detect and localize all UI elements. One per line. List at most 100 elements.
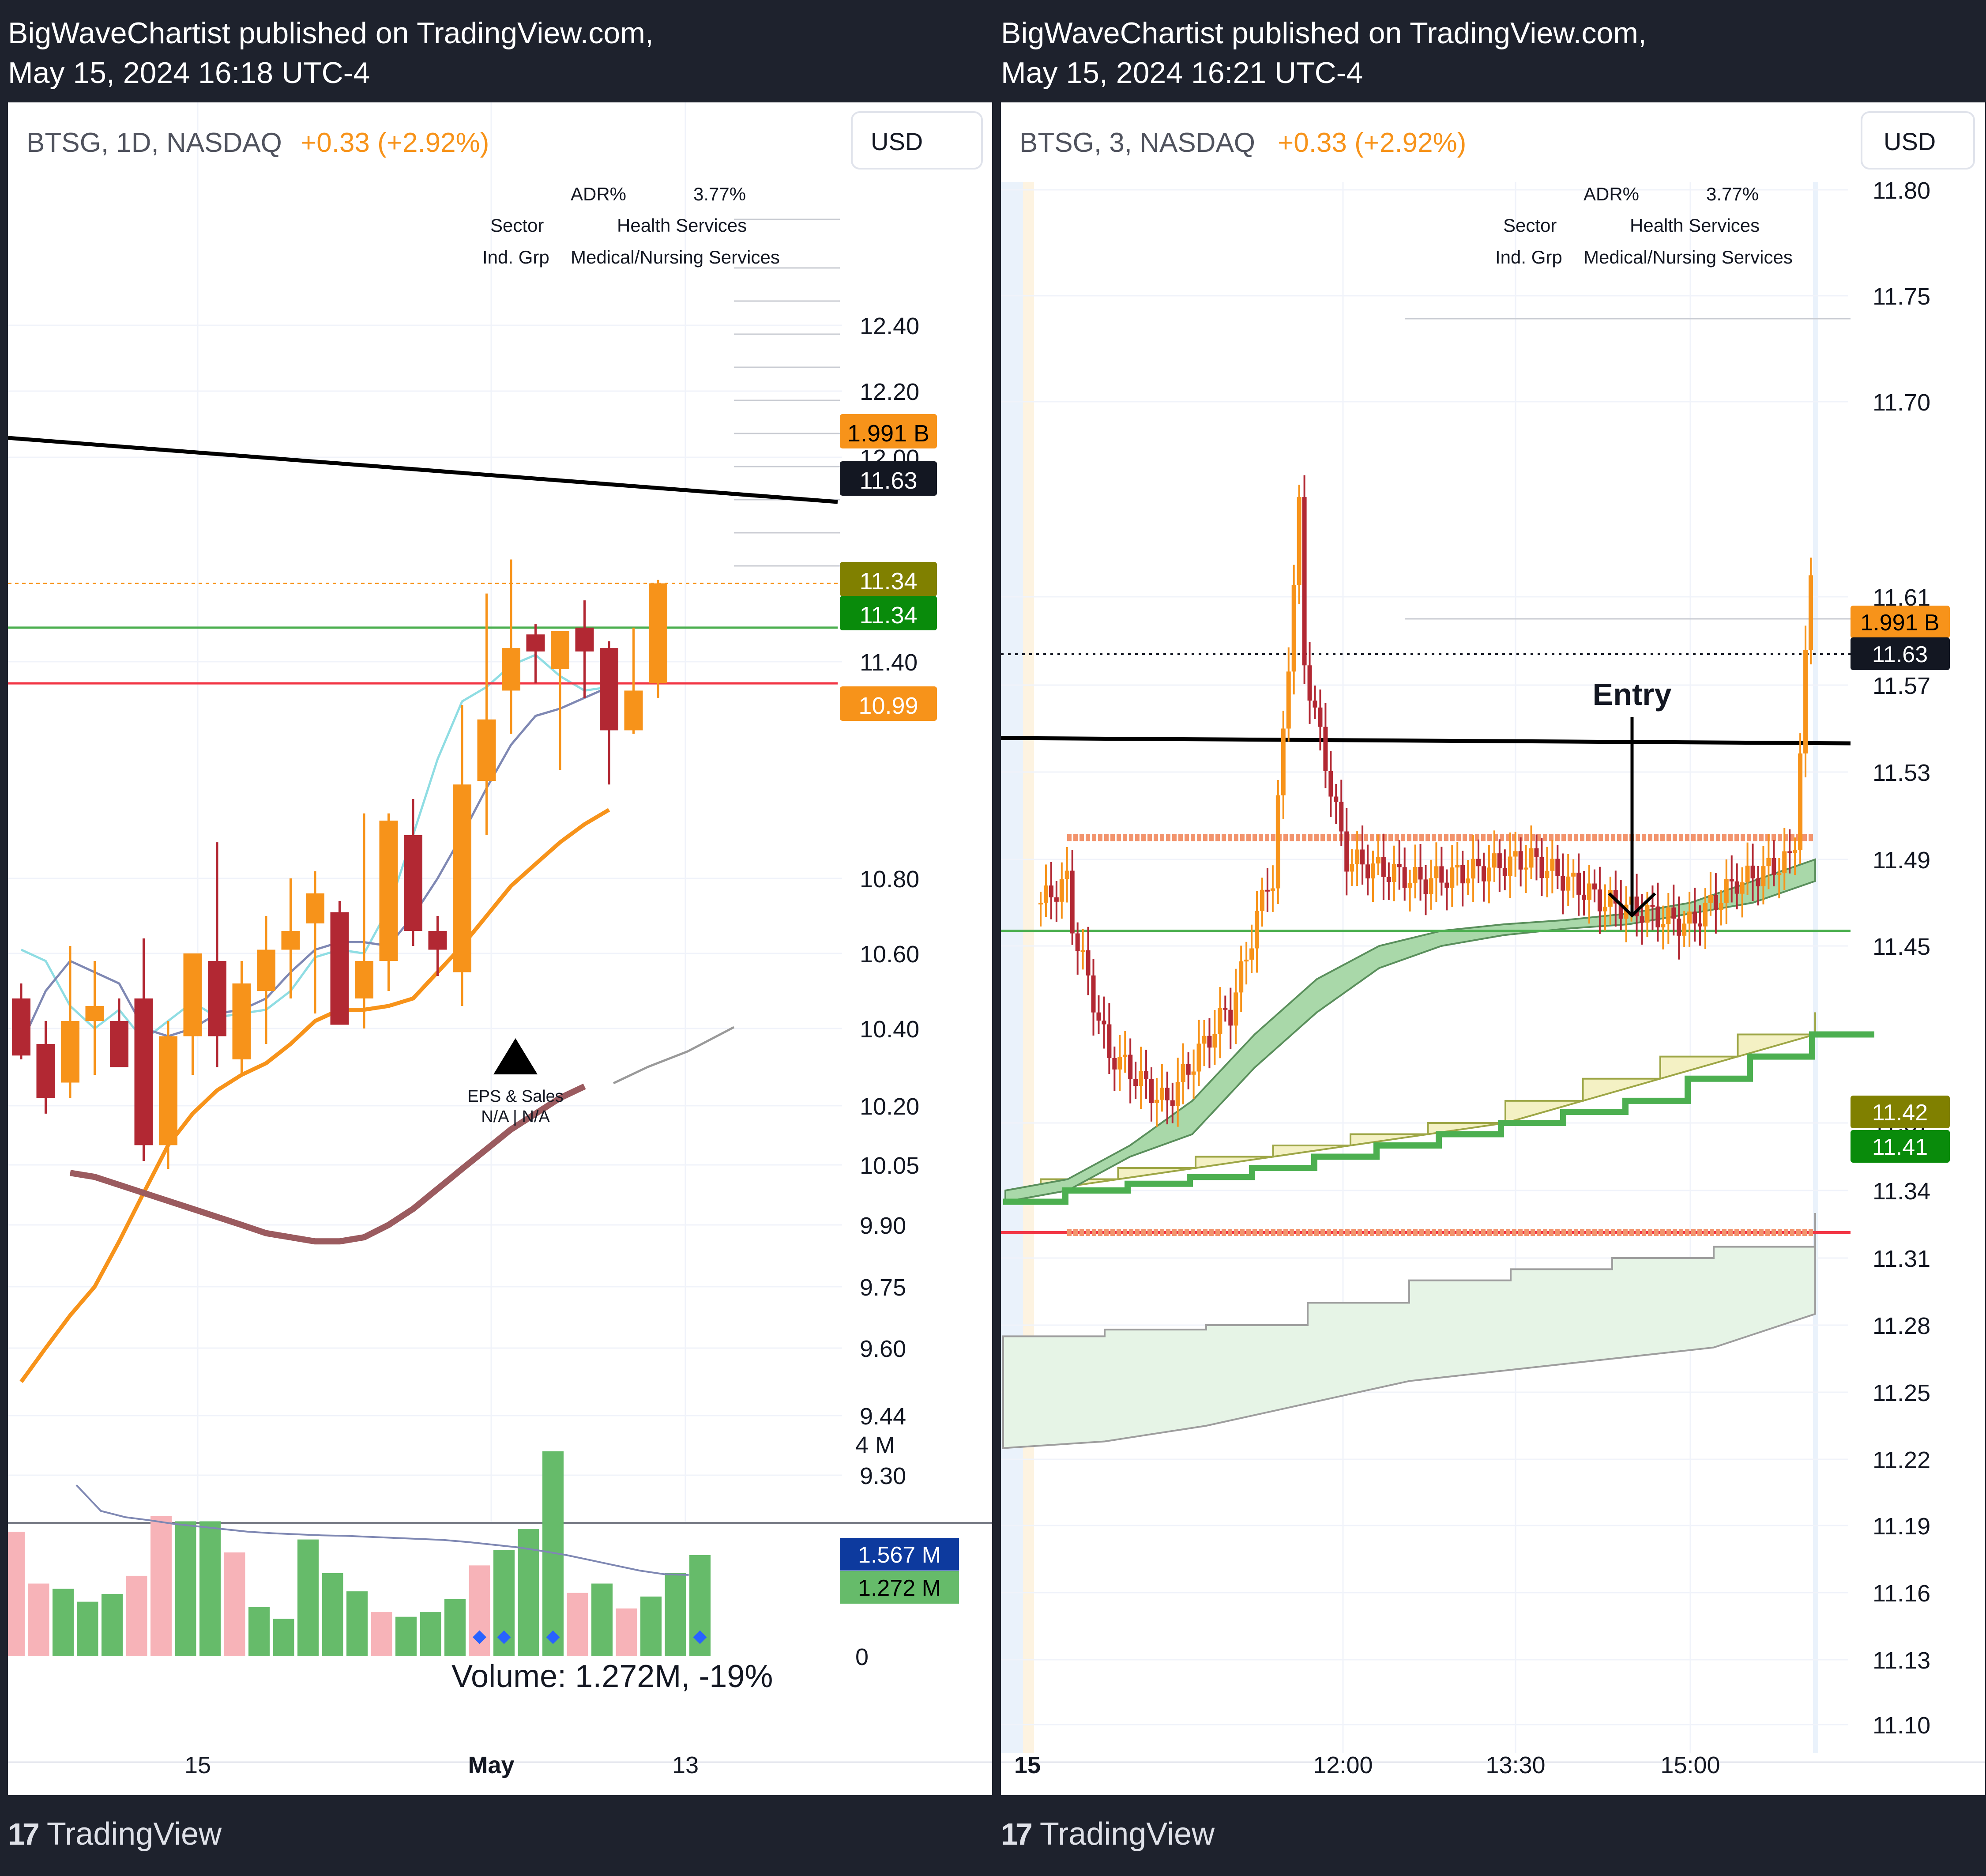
earnings-triangle-icon[interactable] [493,1038,538,1074]
symbol-line[interactable]: BTSG, 1D, NASDAQ [26,128,282,158]
price-tick: 9.90 [860,1213,906,1239]
candle-body [1133,1079,1138,1086]
candle-body [1745,866,1750,882]
candle-body [1054,897,1059,902]
currency-button-bg[interactable] [851,111,983,170]
candle-body [1492,853,1497,868]
candle-body [1803,650,1808,753]
price-tick: 11.53 [1873,760,1930,786]
candle-body [1038,903,1043,904]
volume-pane [8,1451,992,1656]
candle-body [1471,859,1476,879]
chart-panel-left[interactable]: 12.40 12.20 12.00 11.40 10.80 10.60 10.40 10.20… [8,102,992,1795]
volume-bar [322,1573,343,1656]
chart-lines [8,436,838,1383]
candle-body [1043,885,1048,903]
price-label: 11.42 [1872,1100,1928,1126]
candle-body [1144,1071,1149,1079]
price-tick: 12.20 [860,379,919,405]
candle-body [1613,890,1618,904]
candle-body [208,961,226,1036]
candle-body [1196,1043,1201,1072]
candle-body [306,893,324,923]
candle-body [1128,1055,1133,1079]
candle-body [1750,866,1755,878]
earnings-line2: N/A | N/A [481,1108,550,1126]
price-tick: 10.40 [860,1016,919,1043]
price-label: 1.991 B [1860,610,1939,636]
candle-body [1439,866,1444,883]
candle-body [281,931,300,950]
intraday-chart[interactable]: 11.8011.7511.7011.6111.5711.5311.4911.45… [1001,102,1985,1795]
volume-bar [297,1539,319,1656]
sector-label: Sector [490,215,544,236]
candle-body [1466,878,1471,884]
currency-button[interactable]: USD [871,128,923,155]
adr-value: 3.77% [693,184,746,204]
time-axis[interactable]: 15 12:00 13:30 15:00 [1001,1752,1985,1778]
candle-body [1191,1071,1196,1075]
green-step-line [1003,1031,1874,1205]
volume-bar [371,1612,392,1656]
candle-body [1080,950,1085,952]
candle-body [1096,1012,1101,1021]
candle-body [1255,911,1260,949]
chart-lines [1001,653,1851,1236]
candle-body [1523,867,1528,870]
price-tick: 11.34 [1873,1178,1930,1205]
symbol-line[interactable]: BTSG, 3, NASDAQ [1019,128,1255,158]
candle-body [1313,701,1317,708]
time-axis[interactable]: 15 May 13 [8,1752,992,1778]
candle-body [1529,848,1534,868]
candle-body [1397,864,1402,867]
daily-chart[interactable]: 12.4012.2012.0011.4010.8010.6010.4010.20… [8,102,992,1795]
candle-body [1249,948,1254,960]
candle-body [1212,1034,1217,1048]
candle-body [1793,850,1798,853]
candle-body [1756,878,1760,886]
price-label-bg [1851,637,1950,670]
price-axis[interactable]: 12.4012.2012.0011.4010.8010.6010.4010.20… [855,313,919,1670]
price-tick: 11.57 [1873,673,1930,699]
volume-bar [444,1599,466,1656]
price-axis[interactable]: 11.8011.7511.7011.6111.5711.5311.4911.45… [1873,177,1930,1739]
candle-body [1513,851,1518,857]
currency-button-bg[interactable] [1861,111,1975,170]
candle-body [1777,873,1782,875]
candle-body [1350,864,1354,872]
candle-body [1102,1021,1106,1025]
candle-body [1809,575,1813,650]
candle-body [1450,867,1455,888]
candle-body [1476,859,1481,866]
candle-body [1323,727,1328,771]
candle-body [1719,903,1723,910]
candle-body [428,931,447,950]
candle-body [477,719,496,781]
price-tick: 10.20 [860,1093,919,1120]
candle-body [1486,867,1491,881]
price-tick: 10.60 [860,941,919,968]
price-label: 11.41 [1872,1134,1928,1160]
green-cloud-band [1004,858,1816,1203]
price-label-bg [1851,1130,1950,1163]
candle-body [1307,665,1312,701]
candle-body [1223,1008,1228,1010]
publisher-line2: May 15, 2024 16:21 UTC-4 [1001,56,1363,90]
chart-text: BTSG, 1D, NASDAQ +0.33 (+2.92%) USD ADR%… [26,111,983,1694]
candle-body [1075,933,1080,951]
grid [1001,182,1851,1753]
resistance-trendline [1001,736,1851,746]
volume-tick: 0 [855,1644,869,1670]
chart-panel-right[interactable]: 11.80 11.75 11.70 11.61 11.57 11.53 11.49 11.45… [1001,102,1985,1795]
candle-body [1070,870,1075,934]
price-label-bg [1851,606,1950,638]
volume-caption: Volume: 1.272M, -19% [451,1659,773,1694]
currency-button[interactable]: USD [1884,128,1936,155]
volume-bar [395,1616,417,1656]
volume-bar [591,1583,613,1656]
price-tick: 11.25 [1873,1380,1930,1406]
price-tick: 11.22 [1873,1447,1930,1473]
volume-label-bg [840,1538,959,1571]
candle-body [1724,879,1729,903]
tradingview-logo-icon: 17 [8,1817,40,1851]
